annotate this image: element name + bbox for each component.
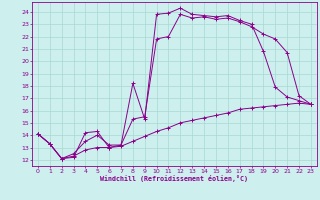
X-axis label: Windchill (Refroidissement éolien,°C): Windchill (Refroidissement éolien,°C) [100, 175, 248, 182]
